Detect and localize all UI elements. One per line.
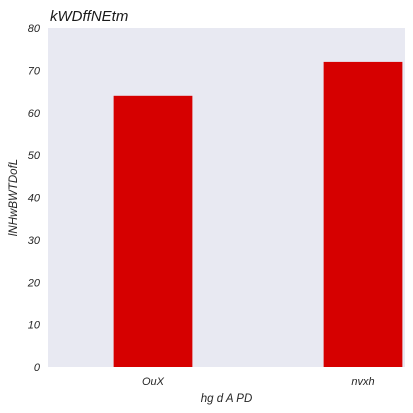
y-tick-label: 50 xyxy=(28,150,41,162)
x-tick-label: OuX xyxy=(142,376,165,388)
x-axis-ticks: OuX nvxh xyxy=(142,376,375,388)
bar-nvxh xyxy=(323,61,403,368)
y-tick-label: 0 xyxy=(34,362,41,374)
y-tick-label: 60 xyxy=(28,108,41,120)
y-tick-label: 40 xyxy=(28,193,41,205)
y-tick-label: 70 xyxy=(28,65,41,77)
bar-OuX xyxy=(113,95,193,368)
x-axis-label: hg d A PD xyxy=(201,393,253,405)
y-tick-label: 20 xyxy=(27,277,41,289)
y-tick-label: 80 xyxy=(28,23,41,35)
y-tick-label: 30 xyxy=(28,235,41,247)
y-axis-label: lNHwBWTDofL xyxy=(8,159,20,236)
y-tick-label: 10 xyxy=(28,320,41,332)
y-axis-ticks: 0 10 20 30 40 50 60 70 80 xyxy=(27,23,41,374)
x-tick-label: nvxh xyxy=(351,376,374,388)
chart-title: kWDffNEtm xyxy=(50,8,128,25)
bars-group xyxy=(113,61,403,368)
